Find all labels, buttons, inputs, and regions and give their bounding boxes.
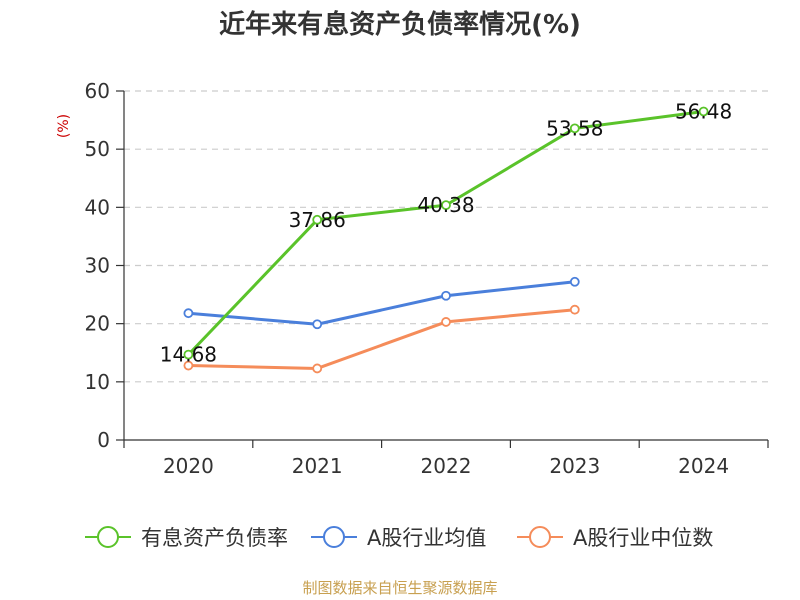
data-point bbox=[183, 360, 194, 371]
x-tick-label: 2022 bbox=[421, 454, 472, 478]
data-point bbox=[312, 363, 323, 374]
y-axis-label: (%) bbox=[56, 114, 72, 138]
legend-item: A股行业中位数 bbox=[517, 526, 713, 550]
data-labels: 14.68 37.86 40.38 53.58 56.48 bbox=[160, 99, 732, 366]
series-line bbox=[188, 308, 575, 370]
data-point bbox=[569, 304, 580, 315]
legend-marker bbox=[323, 526, 345, 548]
data-point bbox=[569, 123, 580, 134]
legend-marker bbox=[97, 526, 119, 548]
source-note: 制图数据来自恒生聚源数据库 bbox=[302, 579, 497, 597]
data-point bbox=[441, 317, 451, 327]
grid-lines bbox=[124, 90, 768, 383]
data-point bbox=[312, 214, 323, 225]
y-tick-label: 0 bbox=[97, 428, 110, 452]
legend-label: A股行业中位数 bbox=[573, 526, 713, 550]
data-label: 37.86 bbox=[289, 208, 346, 232]
y-tick-label: 50 bbox=[85, 137, 110, 161]
data-point bbox=[183, 349, 194, 360]
data-label: 53.58 bbox=[546, 116, 603, 140]
axes: 0 10 20 30 40 50 60 2020 2021 2022 2023 2024 bbox=[85, 79, 769, 478]
y-tick-label: 10 bbox=[85, 370, 110, 394]
x-tick-label: 2023 bbox=[549, 454, 600, 478]
data-point bbox=[569, 276, 580, 287]
y-tick-label: 40 bbox=[85, 195, 110, 219]
legend: 有息资产负债率 A股行业均值 A股行业中位数 bbox=[85, 526, 713, 550]
chart-title: 近年来有息资产负债率情况(%) bbox=[219, 9, 581, 40]
y-tick-label: 20 bbox=[85, 312, 110, 336]
x-tick-label: 2024 bbox=[678, 454, 729, 478]
legend-marker bbox=[529, 526, 551, 548]
legend-label: 有息资产负债率 bbox=[141, 526, 288, 550]
data-point bbox=[441, 290, 451, 301]
data-label: 40.38 bbox=[417, 193, 474, 217]
series-line bbox=[188, 280, 575, 326]
data-point bbox=[698, 106, 709, 117]
series-lines bbox=[183, 106, 709, 374]
data-label: 56.48 bbox=[675, 99, 732, 123]
x-tick-label: 2020 bbox=[163, 454, 214, 478]
y-tick-label: 60 bbox=[85, 79, 110, 103]
data-point bbox=[441, 200, 451, 211]
data-point bbox=[312, 319, 323, 330]
y-tick-label: 30 bbox=[85, 254, 110, 278]
x-tick-label: 2021 bbox=[292, 454, 343, 478]
data-point bbox=[183, 308, 194, 319]
data-label: 14.68 bbox=[160, 343, 217, 367]
legend-item: A股行业均值 bbox=[311, 526, 486, 550]
legend-item: 有息资产负债率 bbox=[85, 526, 288, 550]
legend-label: A股行业均值 bbox=[367, 526, 486, 550]
